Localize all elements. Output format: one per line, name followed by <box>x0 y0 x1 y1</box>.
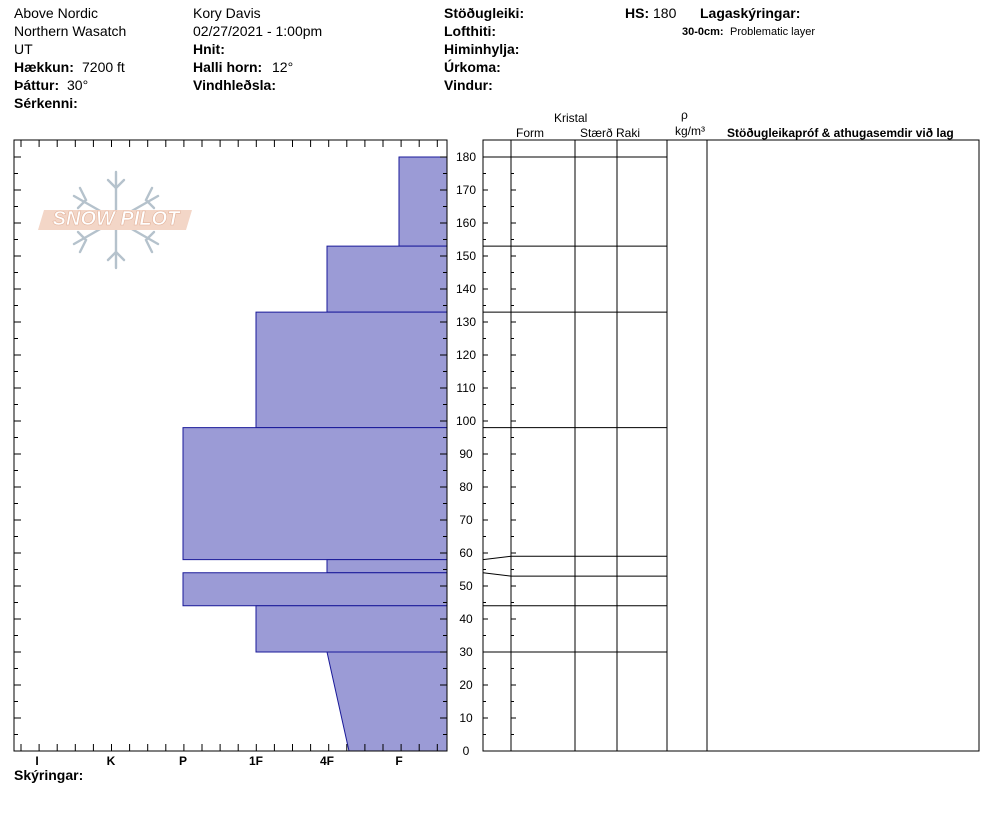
observation-datetime: 02/27/2021 - 1:00pm <box>193 23 323 39</box>
hardness-tick-label: P <box>179 754 187 768</box>
snowpilot-logo: SNOW PILOT <box>38 170 194 270</box>
air-temp-label: Lofthiti: <box>444 23 497 39</box>
crystal-header: Kristal <box>554 111 588 125</box>
wind-label: Vindur: <box>444 77 493 93</box>
hardness-tick-label: I <box>35 754 38 768</box>
depth-tick-label: 60 <box>459 546 473 560</box>
depth-tick-label: 0 <box>463 744 470 758</box>
layer-note-range: 30-0cm: <box>682 26 724 38</box>
depth-tick-label: 180 <box>456 150 476 164</box>
depth-tick-label: 120 <box>456 348 476 362</box>
elevation-label: Hækkun: <box>14 59 74 75</box>
aspect-value: 30° <box>67 77 89 93</box>
depth-tick-label: 130 <box>456 315 476 329</box>
depth-tick-label: 150 <box>456 249 476 263</box>
depth-tick-label: 80 <box>459 480 473 494</box>
hardness-layer-bar <box>326 559 448 574</box>
hardness-tick-label: F <box>395 754 402 768</box>
tests-header: Stöðugleikapróf & athugasemdir við lag <box>727 126 954 140</box>
depth-tick-label: 70 <box>459 513 473 527</box>
rho-symbol: ρ <box>681 108 688 122</box>
sky-label: Himinhylja: <box>444 41 520 57</box>
hardness-layer-bar <box>398 156 448 247</box>
hardness-tick-label: 4F <box>320 754 334 768</box>
hardness-layer-bar <box>326 245 448 313</box>
hs-label: HS: <box>625 5 650 21</box>
hardness-layer-bar <box>182 427 448 561</box>
hardness-plot-frame <box>13 139 448 752</box>
depth-tick-label: 20 <box>459 678 473 692</box>
hardness-layer-bar <box>255 605 448 653</box>
hs-value: 180 <box>653 5 677 21</box>
precip-label: Úrkoma: <box>444 59 501 75</box>
layer-table-frame <box>482 139 980 752</box>
hardness-tick-label: K <box>107 754 116 768</box>
size-header: Stærð <box>580 126 613 140</box>
observer-name: Kory Davis <box>193 5 261 21</box>
location-name: Above Nordic <box>14 5 99 21</box>
features-label: Sérkenni: <box>14 95 78 111</box>
layer-connector <box>482 572 512 577</box>
depth-tick-label: 140 <box>456 282 476 296</box>
logo-text: SNOW PILOT <box>52 208 180 231</box>
coords-label: Hnit: <box>193 41 225 57</box>
depth-tick-label: 30 <box>459 645 473 659</box>
location-state: UT <box>14 41 33 57</box>
snowflake-icon <box>38 170 192 270</box>
layer-connector <box>482 555 512 561</box>
depth-tick-label: 100 <box>456 414 476 428</box>
legend-label: Skýringar: <box>14 767 84 783</box>
location-range: Northern Wasatch <box>14 23 127 39</box>
slope-value: 12° <box>272 59 294 75</box>
moisture-header: Raki <box>616 126 641 140</box>
depth-tick-label: 110 <box>456 381 475 395</box>
elevation-value: 7200 ft <box>82 59 125 75</box>
form-header: Form <box>516 126 544 140</box>
hardness-tick-label: 1F <box>249 754 263 768</box>
hardness-layer-bar <box>182 572 448 607</box>
depth-tick-label: 50 <box>459 579 473 593</box>
hardness-layer-bar <box>255 311 448 429</box>
density-unit: kg/m³ <box>675 124 705 138</box>
depth-tick-label: 10 <box>459 711 473 725</box>
wind-loading-label: Vindhleðsla: <box>193 77 276 93</box>
layer-note-text: Problematic layer <box>730 26 815 38</box>
hardness-layer-bar <box>326 651 448 752</box>
aspect-label: Þáttur: <box>14 77 60 93</box>
depth-tick-label: 160 <box>456 216 476 230</box>
depth-tick-label: 90 <box>459 447 473 461</box>
stability-label: Stöðugleiki: <box>444 5 525 21</box>
slope-label: Halli horn: <box>193 59 263 75</box>
depth-tick-label: 170 <box>456 183 476 197</box>
depth-tick-label: 40 <box>459 612 473 626</box>
layer-notes-label: Lagaskýringar: <box>700 5 801 21</box>
